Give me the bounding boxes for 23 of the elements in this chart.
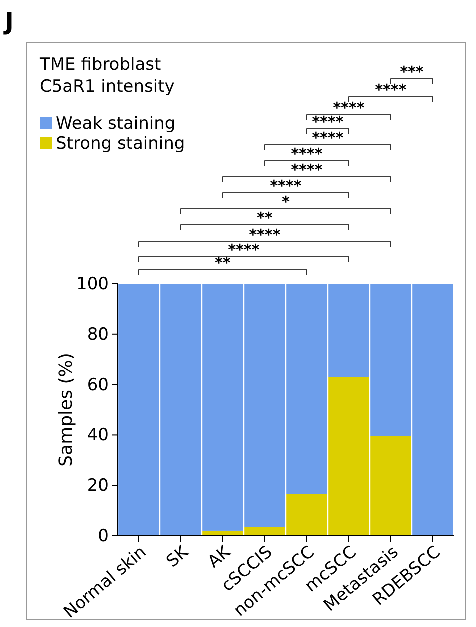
text: **** xyxy=(291,161,323,179)
legend-label: Weak staining xyxy=(56,114,176,134)
y-tick-label: 40 xyxy=(87,426,109,446)
y-tick-label: 80 xyxy=(87,324,109,345)
y-tick-label: 60 xyxy=(87,375,109,396)
text: **** xyxy=(375,81,407,99)
text: *** xyxy=(400,63,424,81)
text: **** xyxy=(312,129,344,147)
x-tick-label: SK xyxy=(162,542,194,572)
text: **** xyxy=(228,241,260,259)
y-axis-title: Samples (%) xyxy=(56,353,77,467)
y-tick-label: 0 xyxy=(98,526,109,546)
text: ** xyxy=(215,254,231,272)
legend-label: Strong staining xyxy=(56,134,186,154)
y-tick-label: 100 xyxy=(76,274,109,294)
text: J xyxy=(3,8,14,36)
text: ** xyxy=(257,209,273,227)
text: * xyxy=(282,193,290,211)
chart-title: TME fibroblast C5aR1 intensity xyxy=(39,55,175,98)
text: **** xyxy=(270,177,302,195)
y-tick-label: 20 xyxy=(87,476,109,496)
text: **** xyxy=(249,226,281,244)
text: **** xyxy=(291,145,323,163)
